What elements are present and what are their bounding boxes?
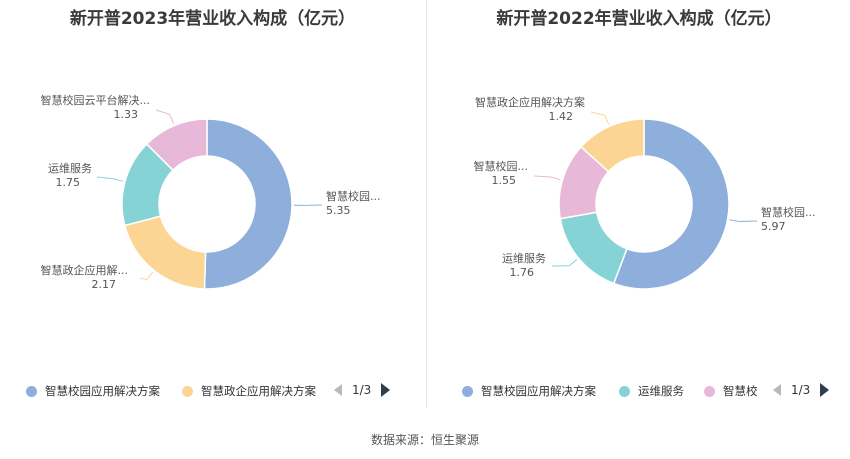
legend: 智慧校园应用解决方案 智慧政企应用解决方案 1/3	[0, 383, 425, 403]
legend: 智慧校园应用解决方案 运维服务 智慧校 1/3	[428, 383, 850, 403]
slice-category-label: 运维服务	[502, 252, 546, 265]
chart-panel-2023: 新开普2023年营业收入构成（亿元） 智慧校园... 5.35 智慧政企应用解...…	[0, 0, 425, 410]
panel-divider	[426, 0, 427, 408]
donut-slice[interactable]	[579, 118, 645, 173]
donut-slice[interactable]	[203, 118, 293, 290]
legend-marker	[26, 385, 37, 397]
legend-pager: 1/3	[773, 383, 830, 397]
slice-value-label: 1.76	[510, 266, 535, 279]
chart-title: 新开普2023年营业收入构成（亿元）	[69, 9, 356, 29]
slice-category-label: 智慧校园...	[761, 205, 816, 219]
slice-value-label: 5.97	[761, 220, 786, 233]
label-leader-line	[155, 109, 175, 124]
slice-category-label: 运维服务	[48, 162, 92, 175]
slice-category-label: 智慧政企应用解...	[41, 263, 129, 277]
donut-slice[interactable]	[612, 118, 730, 290]
chart-panel-2022: 新开普2022年营业收入构成（亿元） 智慧校园... 5.97 运维服务 1.76 智慧…	[428, 0, 850, 410]
legend-label: 智慧校园应用解决方案	[45, 384, 160, 398]
label-leader-line	[729, 219, 758, 223]
donut-chart-2022: 智慧校园...5.97运维服务1.76智慧校园...1.55智慧政企应用解决方案…	[474, 95, 816, 290]
legend-item[interactable]: 智慧校园应用解决方案	[26, 383, 160, 399]
slice-value-label: 1.75	[56, 176, 81, 189]
slice-value-label: 5.35	[326, 204, 351, 217]
legend-marker	[182, 385, 193, 397]
legend-item[interactable]: 智慧政企应用解决方案	[182, 383, 316, 399]
legend-label: 智慧政企应用解决方案	[201, 384, 316, 398]
slice-value-label: 1.42	[549, 110, 574, 123]
data-source-note: 数据来源：恒生聚源	[370, 433, 479, 447]
legend-page-indicator: 1/3	[791, 383, 811, 397]
legend-marker	[704, 385, 715, 397]
legend-marker	[619, 385, 630, 397]
legend-label: 智慧校	[723, 384, 758, 398]
label-leader-line	[533, 175, 561, 181]
next-page-icon[interactable]	[820, 383, 830, 397]
label-leader-line	[551, 258, 578, 267]
slice-category-label: 智慧政企应用解决方案	[475, 95, 585, 109]
next-page-icon[interactable]	[381, 383, 391, 397]
slice-value-label: 1.55	[492, 174, 517, 187]
slice-category-label: 智慧校园...	[474, 159, 529, 173]
label-leader-line	[96, 176, 124, 182]
slice-value-label: 1.33	[114, 108, 139, 121]
donut-slice[interactable]	[145, 118, 208, 172]
slice-category-label: 智慧校园云平台解决...	[41, 93, 151, 107]
legend-pager: 1/3	[334, 383, 391, 397]
slice-value-label: 2.17	[92, 278, 117, 291]
legend-item[interactable]: 智慧校园应用解决方案	[462, 383, 596, 399]
legend-marker	[462, 385, 473, 397]
legend-page-indicator: 1/3	[352, 383, 372, 397]
label-leader-line	[590, 111, 610, 125]
legend-item[interactable]: 运维服务	[619, 383, 684, 399]
donut-slice[interactable]	[123, 215, 207, 290]
chart-title: 新开普2022年营业收入构成（亿元）	[496, 9, 782, 29]
prev-page-icon[interactable]	[334, 384, 342, 396]
legend-label: 运维服务	[638, 384, 684, 398]
legend-item[interactable]: 智慧校	[704, 383, 758, 399]
legend-label: 智慧校园应用解决方案	[481, 384, 596, 398]
prev-page-icon[interactable]	[773, 384, 781, 396]
label-leader-line	[139, 271, 154, 281]
donut-slice[interactable]	[559, 211, 628, 285]
slice-category-label: 智慧校园...	[326, 189, 381, 203]
